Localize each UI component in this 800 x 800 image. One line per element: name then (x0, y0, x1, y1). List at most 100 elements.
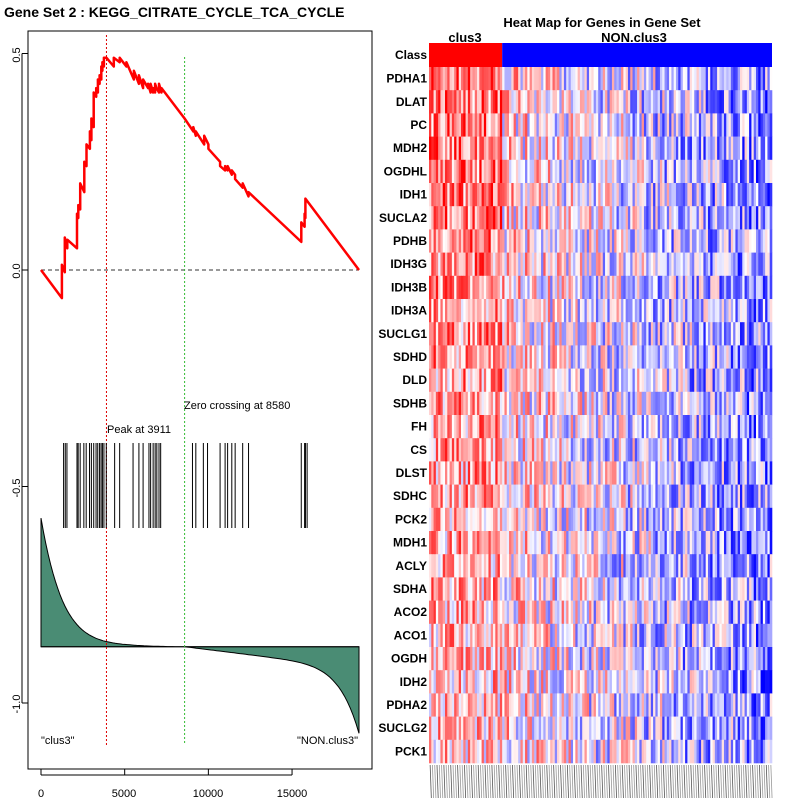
heatmap-cell (765, 670, 768, 694)
heatmap-cell (739, 113, 743, 137)
heatmap-cell (454, 739, 457, 764)
heatmap-cell (490, 345, 494, 369)
heatmap-cell (621, 554, 624, 578)
heatmap-cell (520, 322, 524, 346)
heatmap-cell (639, 670, 642, 694)
heatmap-cell (488, 554, 492, 578)
heatmap-cell (595, 391, 599, 416)
heatmap-cell (561, 577, 565, 601)
heatmap-cell (577, 113, 581, 137)
heatmap-cell (632, 391, 636, 416)
heatmap-cell (440, 415, 444, 439)
heatmap-cell (600, 531, 604, 555)
heatmap-cell (653, 345, 656, 369)
heatmap-cell (694, 693, 697, 717)
heatmap-cell (449, 275, 453, 300)
heatmap-cell (735, 299, 738, 323)
heatmap-cell (659, 322, 663, 346)
heatmap-cell (632, 531, 636, 555)
heatmap-cell (593, 670, 597, 694)
heatmap-cell (634, 136, 638, 161)
heatmap-cell (520, 229, 524, 253)
heatmap-cell (531, 275, 535, 300)
heatmap-cell (749, 693, 752, 717)
heatmap-cell (465, 484, 469, 509)
heatmap-cell (634, 322, 638, 346)
heatmap-cell (712, 391, 716, 416)
heatmap-cell (454, 716, 457, 741)
heatmap-cell (531, 461, 535, 485)
heatmap-cell (671, 647, 674, 671)
heatmap-cell (685, 322, 688, 346)
heatmap-cell (689, 461, 693, 485)
heatmap-cell (621, 716, 624, 741)
heatmap-cell (531, 531, 535, 555)
heatmap-cell (769, 739, 773, 764)
heatmap-cell (577, 67, 581, 91)
heatmap-cell (685, 461, 688, 485)
heatmap-cell (575, 670, 578, 694)
heatmap-cell (577, 90, 581, 114)
heatmap-cell (703, 670, 706, 694)
heatmap-cell (525, 136, 528, 161)
heatmap-cell (602, 716, 606, 741)
heatmap-cell (634, 554, 638, 578)
heatmap-cell (495, 438, 498, 462)
heatmap-cell (643, 391, 647, 416)
heatmap-cell (566, 438, 569, 462)
heatmap-cell (525, 67, 528, 91)
heatmap-cell (666, 600, 670, 625)
heatmap-cell (746, 647, 750, 671)
heatmap-cell (694, 670, 697, 694)
heatmap-cell (589, 600, 592, 625)
gene-label: DLAT (396, 95, 428, 109)
heatmap-cell (707, 716, 711, 741)
heatmap-cell (568, 739, 572, 764)
heatmap-cell (538, 90, 542, 114)
heatmap-cell (493, 67, 496, 91)
heatmap-cell (593, 345, 597, 369)
heatmap-cell (429, 345, 432, 369)
heatmap-cell (621, 90, 624, 114)
heatmap-cell (611, 345, 615, 369)
heatmap-cell (607, 531, 610, 555)
heatmap-cell (751, 554, 755, 578)
heatmap-cell (566, 484, 569, 509)
heatmap-cell (506, 415, 510, 439)
heatmap-cell (527, 136, 530, 161)
heatmap-cell (509, 623, 512, 648)
heatmap-cell (511, 322, 514, 346)
heatmap-cell (737, 252, 741, 277)
heatmap-cell (648, 391, 652, 416)
heatmap-cell (712, 461, 716, 485)
heatmap-cell (680, 670, 684, 694)
heatmap-cell (563, 275, 567, 300)
heatmap-cell (481, 252, 485, 277)
heatmap-cell (710, 531, 713, 555)
heatmap-cell (456, 67, 460, 91)
heatmap-cell (531, 252, 535, 277)
heatmap-cell (451, 507, 455, 532)
heatmap-cell (767, 438, 771, 462)
heatmap-cell (678, 136, 681, 161)
heatmap-cell (447, 368, 450, 393)
heatmap-cell (433, 461, 437, 485)
heatmap-cell (454, 229, 457, 253)
heatmap-cell (691, 345, 695, 369)
heatmap-cell (584, 623, 588, 648)
sample-label-mark (539, 764, 542, 799)
heatmap-cell (472, 391, 476, 416)
heatmap-cell (486, 507, 489, 532)
heatmap-cell (511, 554, 514, 578)
heatmap-cell (497, 183, 501, 207)
heatmap-cell (440, 229, 444, 253)
heatmap-cell (680, 322, 684, 346)
heatmap-cell (584, 461, 588, 485)
heatmap-cell (561, 554, 565, 578)
heatmap-cell (445, 136, 448, 161)
heatmap-cell (474, 577, 478, 601)
heatmap-cell (598, 693, 601, 717)
heatmap-cell (554, 183, 558, 207)
heatmap-cell (483, 438, 487, 462)
heatmap-cell (447, 113, 450, 137)
